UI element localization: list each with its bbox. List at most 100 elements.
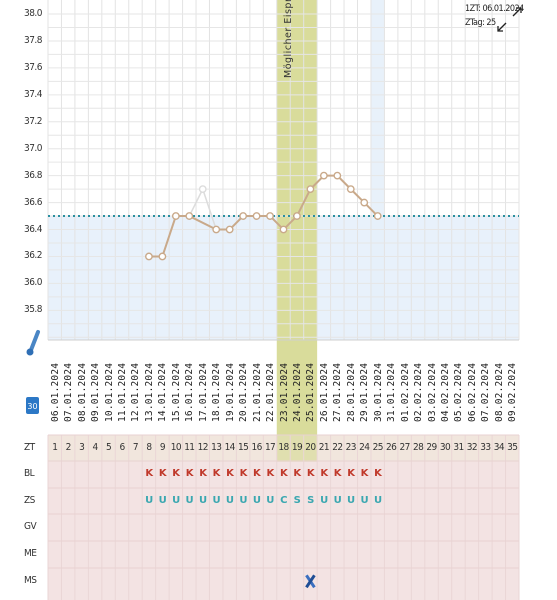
x-date-label: 11.01.2024 bbox=[117, 362, 128, 422]
cervical-mucus-entry[interactable]: S bbox=[307, 495, 314, 507]
expand-icon[interactable] bbox=[512, 7, 522, 17]
temperature-point[interactable] bbox=[293, 212, 301, 220]
x-date-label: 09.02.2024 bbox=[507, 362, 519, 422]
bleeding-entry[interactable]: K bbox=[293, 468, 301, 480]
temperature-point[interactable] bbox=[346, 185, 355, 194]
cycle-day-number: 11 bbox=[184, 442, 195, 454]
cycle-day-number: 30 bbox=[439, 442, 451, 454]
cervical-mucus-entry[interactable]: U bbox=[373, 495, 382, 507]
temperature-point[interactable] bbox=[145, 252, 153, 261]
cervical-mucus-entry[interactable]: U bbox=[360, 495, 369, 507]
x-date-label: 19.01.2024 bbox=[224, 362, 236, 422]
cycle-day-number: 3 bbox=[79, 442, 85, 454]
row-label-gv: GV bbox=[24, 521, 37, 533]
cervical-mucus-entry[interactable]: U bbox=[199, 495, 207, 507]
x-date-label: 29.01.2024 bbox=[359, 362, 371, 422]
cervical-mucus-entry[interactable]: U bbox=[333, 495, 342, 507]
bleeding-entry[interactable]: K bbox=[185, 468, 194, 480]
cycle-day-number: 21 bbox=[318, 442, 330, 454]
temperature-point[interactable] bbox=[212, 225, 221, 234]
temperature-point[interactable] bbox=[266, 212, 274, 220]
cervical-mucus-entry[interactable]: U bbox=[252, 495, 261, 507]
temperature-point[interactable] bbox=[252, 212, 261, 220]
x-date-label: 06.01.2024 bbox=[49, 362, 61, 422]
x-date-label: 31.01.2024 bbox=[386, 362, 398, 422]
bleeding-entry[interactable]: K bbox=[374, 468, 382, 480]
temperature-point[interactable] bbox=[306, 185, 315, 194]
bleeding-entry[interactable]: K bbox=[279, 468, 288, 480]
cervical-mucus-entry[interactable]: U bbox=[266, 495, 274, 507]
collapse-icon[interactable] bbox=[497, 22, 507, 32]
bleeding-entry[interactable]: K bbox=[158, 468, 167, 480]
temperature-point[interactable] bbox=[319, 171, 328, 180]
cycle-day-number: 4 bbox=[92, 442, 99, 454]
cervical-mucus-entry[interactable]: C bbox=[280, 495, 287, 507]
y-tick-label: 38.0 bbox=[23, 8, 43, 19]
bleeding-entry[interactable]: K bbox=[347, 468, 355, 480]
y-tick-label: 37.2 bbox=[23, 115, 43, 127]
temperature-point[interactable] bbox=[158, 252, 167, 261]
fertile-window-label: Möglicher Eisprung bbox=[282, 0, 294, 78]
x-date-label: 02.02.2024 bbox=[413, 362, 425, 422]
cervical-mucus-entry[interactable]: U bbox=[212, 495, 220, 507]
cervical-mucus-entry[interactable]: U bbox=[239, 495, 247, 507]
bleeding-entry[interactable]: K bbox=[266, 468, 274, 480]
cycle-day-number: 31 bbox=[453, 442, 464, 454]
bleeding-entry[interactable]: K bbox=[360, 468, 369, 480]
cross-marker-icon[interactable] bbox=[305, 574, 316, 589]
cycle-day-number: 16 bbox=[251, 442, 262, 454]
cervical-mucus-entry[interactable]: U bbox=[320, 495, 328, 507]
cycle-day-number: 2 bbox=[65, 442, 72, 454]
cycle-day-number: 29 bbox=[426, 442, 437, 454]
bleeding-entry[interactable]: K bbox=[306, 468, 315, 480]
cervical-mucus-entry[interactable]: U bbox=[225, 495, 234, 507]
y-tick-label: 37.4 bbox=[23, 88, 43, 100]
row-label-me: ME bbox=[24, 548, 37, 560]
bleeding-entry[interactable]: K bbox=[333, 468, 342, 480]
cervical-mucus-entry[interactable]: U bbox=[185, 495, 194, 507]
cycle-day-number: 33 bbox=[480, 442, 491, 454]
temperature-point[interactable] bbox=[225, 225, 234, 234]
bleeding-entry[interactable]: K bbox=[253, 468, 261, 480]
temperature-point[interactable] bbox=[360, 198, 369, 207]
cycle-day-number: 7 bbox=[132, 442, 139, 454]
cycle-day-number: 28 bbox=[412, 442, 424, 454]
x-date-label: 06.02.2024 bbox=[466, 362, 478, 422]
temperature-point[interactable] bbox=[333, 171, 342, 180]
x-date-label: 20.01.2024 bbox=[238, 362, 250, 422]
temperature-point[interactable] bbox=[373, 212, 382, 220]
y-tick-label: 37.6 bbox=[23, 61, 43, 73]
x-date-label: 21.01.2024 bbox=[251, 362, 263, 422]
x-date-label: 08.02.2024 bbox=[493, 362, 505, 422]
cycle-day-info: ZTag: 25 bbox=[465, 18, 496, 28]
x-date-label: 15.01.2024 bbox=[170, 362, 182, 422]
row-label-zt: ZT bbox=[24, 442, 35, 454]
cervical-mucus-entry[interactable]: U bbox=[172, 495, 180, 507]
cervical-mucus-entry[interactable]: U bbox=[145, 495, 153, 507]
bleeding-entry[interactable]: K bbox=[145, 468, 153, 480]
calendar-icon[interactable]: 30 bbox=[26, 397, 39, 414]
cycle-day-number: 10 bbox=[170, 442, 182, 454]
cycle-day-number: 8 bbox=[146, 442, 152, 454]
temperature-point[interactable] bbox=[279, 225, 288, 234]
cycle-day-number: 13 bbox=[211, 442, 222, 454]
x-date-label: 17.01.2024 bbox=[197, 362, 209, 422]
bleeding-entry[interactable]: K bbox=[199, 468, 207, 480]
bleeding-entry[interactable]: K bbox=[226, 468, 234, 480]
cervical-mucus-entry[interactable]: U bbox=[158, 495, 167, 507]
cervical-mucus-entry[interactable]: U bbox=[347, 495, 355, 507]
cycle-day-number: 27 bbox=[399, 442, 411, 454]
temperature-point[interactable] bbox=[239, 212, 248, 220]
temperature-point[interactable] bbox=[198, 185, 207, 194]
temperature-point[interactable] bbox=[171, 212, 180, 220]
bleeding-entry[interactable]: K bbox=[172, 468, 180, 480]
bleeding-entry[interactable]: K bbox=[239, 468, 248, 480]
x-date-label: 28.01.2024 bbox=[345, 362, 357, 422]
cycle-day-number: 17 bbox=[264, 442, 276, 454]
bleeding-entry[interactable]: K bbox=[320, 468, 328, 480]
temperature-point[interactable] bbox=[185, 212, 194, 220]
cervical-mucus-entry[interactable]: S bbox=[293, 495, 301, 507]
x-date-label: 30.01.2024 bbox=[372, 362, 384, 422]
cycle-day-number: 35 bbox=[507, 442, 518, 454]
bleeding-entry[interactable]: K bbox=[212, 468, 221, 480]
